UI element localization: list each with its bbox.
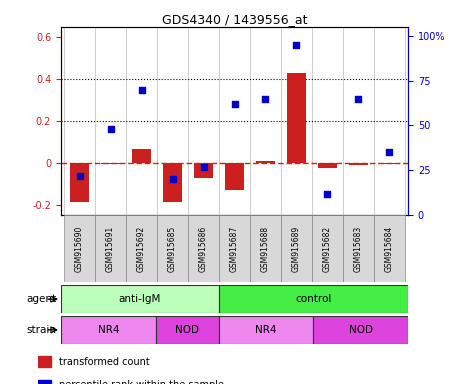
Text: NOD: NOD bbox=[349, 325, 373, 335]
Text: GSM915689: GSM915689 bbox=[292, 225, 301, 272]
Point bbox=[76, 172, 83, 179]
FancyBboxPatch shape bbox=[126, 215, 157, 282]
Bar bbox=[101, 163, 120, 164]
Text: GSM915692: GSM915692 bbox=[137, 225, 146, 272]
Bar bbox=[380, 163, 399, 164]
FancyBboxPatch shape bbox=[95, 215, 126, 282]
FancyBboxPatch shape bbox=[219, 316, 313, 344]
FancyBboxPatch shape bbox=[219, 285, 408, 313]
FancyBboxPatch shape bbox=[313, 316, 408, 344]
Point bbox=[200, 164, 207, 170]
Bar bbox=[132, 149, 151, 163]
Bar bbox=[287, 73, 306, 163]
Bar bbox=[194, 163, 213, 179]
Text: NR4: NR4 bbox=[98, 325, 119, 335]
Bar bbox=[38, 356, 51, 367]
Text: percentile rank within the sample: percentile rank within the sample bbox=[59, 380, 224, 384]
Point bbox=[355, 96, 362, 102]
Text: NOD: NOD bbox=[175, 325, 199, 335]
FancyBboxPatch shape bbox=[64, 215, 95, 282]
Text: GSM915685: GSM915685 bbox=[168, 225, 177, 272]
Point bbox=[386, 149, 393, 156]
FancyBboxPatch shape bbox=[61, 316, 156, 344]
Bar bbox=[318, 163, 337, 168]
Text: transformed count: transformed count bbox=[59, 357, 149, 367]
Text: NR4: NR4 bbox=[255, 325, 277, 335]
Text: GSM915687: GSM915687 bbox=[230, 225, 239, 272]
Text: GSM915690: GSM915690 bbox=[75, 225, 84, 272]
Bar bbox=[256, 161, 275, 163]
Point bbox=[138, 86, 145, 93]
Point bbox=[324, 190, 331, 197]
Point bbox=[231, 101, 238, 107]
Text: GSM915691: GSM915691 bbox=[106, 225, 115, 272]
FancyBboxPatch shape bbox=[61, 285, 219, 313]
Text: GSM915682: GSM915682 bbox=[323, 225, 332, 272]
FancyBboxPatch shape bbox=[157, 215, 188, 282]
FancyBboxPatch shape bbox=[156, 316, 219, 344]
Point bbox=[169, 176, 176, 182]
Bar bbox=[225, 163, 244, 190]
FancyBboxPatch shape bbox=[281, 215, 312, 282]
Text: anti-IgM: anti-IgM bbox=[119, 294, 161, 304]
Text: control: control bbox=[295, 294, 332, 304]
FancyBboxPatch shape bbox=[312, 215, 343, 282]
Text: GSM915684: GSM915684 bbox=[385, 225, 394, 272]
Text: strain: strain bbox=[26, 325, 56, 335]
FancyBboxPatch shape bbox=[343, 215, 374, 282]
Bar bbox=[70, 163, 89, 202]
FancyBboxPatch shape bbox=[374, 215, 405, 282]
Text: agent: agent bbox=[26, 294, 56, 304]
Bar bbox=[163, 163, 182, 202]
FancyBboxPatch shape bbox=[188, 215, 219, 282]
FancyBboxPatch shape bbox=[219, 215, 250, 282]
Bar bbox=[38, 380, 51, 384]
Point bbox=[262, 96, 269, 102]
Bar bbox=[349, 163, 368, 165]
Text: GSM915688: GSM915688 bbox=[261, 225, 270, 272]
FancyBboxPatch shape bbox=[250, 215, 281, 282]
Point bbox=[293, 42, 300, 48]
Text: GSM915686: GSM915686 bbox=[199, 225, 208, 272]
Point bbox=[107, 126, 114, 132]
Title: GDS4340 / 1439556_at: GDS4340 / 1439556_at bbox=[162, 13, 307, 26]
Text: GSM915683: GSM915683 bbox=[354, 225, 363, 272]
